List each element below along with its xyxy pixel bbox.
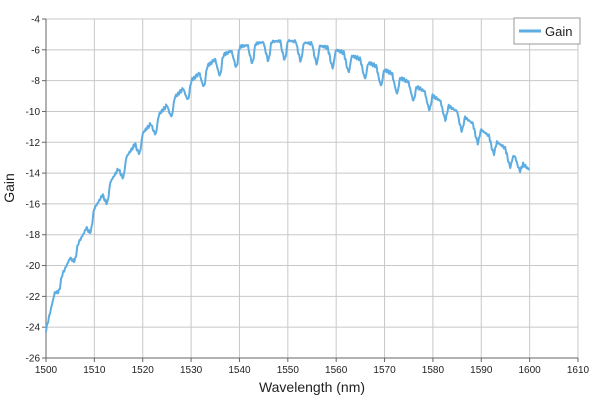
x-tick-label: 1540 [228,365,251,376]
series-line-gain [45,39,530,333]
tick-labels: 1500 1510 1520 1530 1540 1550 1560 1570 1580 1590… [26,15,590,377]
legend: Gain [513,17,581,45]
y-tick-label: -20 [26,261,41,272]
axes [42,18,579,362]
x-tick-label: 1530 [180,365,203,376]
y-tick-label: -6 [31,45,40,56]
plot-area [45,39,530,333]
x-tick-label: 1500 [35,365,58,376]
x-tick-label: 1520 [132,365,155,376]
y-tick-label: -12 [26,138,41,149]
y-tick-label: -18 [26,230,41,241]
legend-label-gain: Gain [545,24,572,39]
grid [45,18,579,359]
y-tick-label: -10 [26,107,41,118]
y-tick-label: -16 [26,199,41,210]
x-tick-label: 1560 [325,365,348,376]
y-tick-label: -22 [26,292,41,303]
x-tick-label: 1510 [83,365,106,376]
y-tick-label: -24 [26,323,41,334]
x-tick-label: 1590 [470,365,493,376]
y-tick-label: -8 [31,76,40,87]
x-axis-label: Wavelength (nm) [259,379,365,395]
y-tick-label: -14 [26,169,41,180]
y-tick-label: -26 [26,354,41,365]
x-tick-label: 1570 [373,365,396,376]
x-tick-label: 1550 [277,365,300,376]
x-tick-label: 1600 [519,365,542,376]
x-tick-label: 1610 [567,365,590,376]
x-tick-label: 1580 [422,365,445,376]
y-axis-label: Gain [1,173,17,203]
y-tick-label: -4 [31,15,40,26]
